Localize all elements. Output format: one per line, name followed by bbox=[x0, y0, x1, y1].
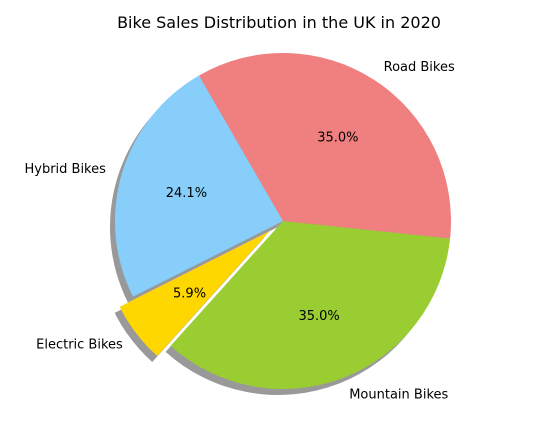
slice-label-electric-bikes: Electric Bikes bbox=[36, 337, 123, 352]
pct-label-hybrid-bikes: 24.1% bbox=[166, 186, 207, 201]
pct-label-mountain-bikes: 35.0% bbox=[298, 309, 339, 324]
pie-slices bbox=[115, 53, 451, 389]
pct-label-electric-bikes: 5.9% bbox=[173, 286, 206, 301]
slice-label-mountain-bikes: Mountain Bikes bbox=[349, 388, 448, 403]
chart-title: Bike Sales Distribution in the UK in 202… bbox=[117, 13, 441, 32]
pct-label-road-bikes: 35.0% bbox=[317, 130, 358, 145]
slice-label-road-bikes: Road Bikes bbox=[384, 60, 455, 75]
slice-label-hybrid-bikes: Hybrid Bikes bbox=[24, 162, 106, 177]
